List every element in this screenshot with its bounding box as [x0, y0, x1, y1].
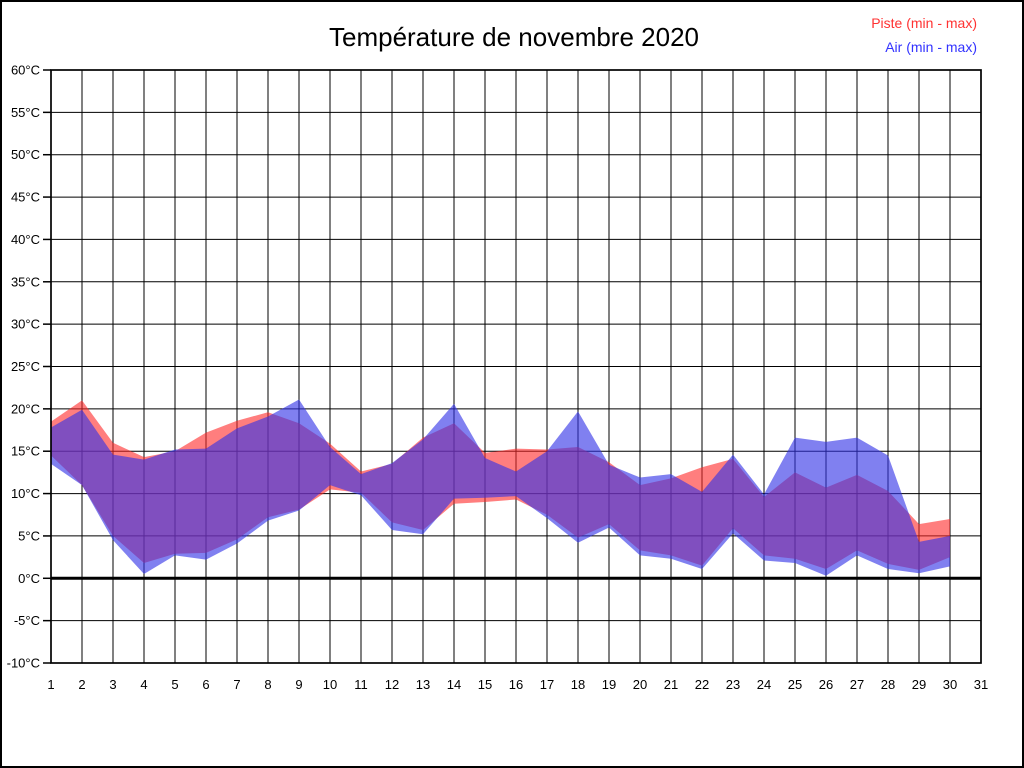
- y-tick-label-40: 40°C: [11, 232, 40, 247]
- legend-air-label: Air (min - max): [885, 39, 977, 55]
- axis-layer: -10°C -5°C 0°C 5°C 10°C 15°C 20°C 25°C 30°C 35°C 4…: [7, 63, 989, 693]
- x-tick-label-10: 10: [323, 677, 337, 692]
- x-tick-label-27: 27: [850, 677, 864, 692]
- x-tick-label-2: 2: [78, 677, 85, 692]
- y-tick-label--10: -10°C: [7, 656, 40, 671]
- band-air: [51, 399, 950, 576]
- x-tick-label-8: 8: [264, 677, 271, 692]
- page-title: Température de novembre 2020: [329, 22, 699, 52]
- x-tick-label-17: 17: [540, 677, 554, 692]
- y-tick-label-30: 30°C: [11, 317, 40, 332]
- y-tick-label-55: 55°C: [11, 105, 40, 120]
- x-tick-label-28: 28: [881, 677, 895, 692]
- x-tick-label-31: 31: [974, 677, 988, 692]
- y-tick-label--5: -5°C: [14, 613, 40, 628]
- x-tick-label-24: 24: [757, 677, 771, 692]
- x-tick-label-1: 1: [47, 677, 54, 692]
- x-tick-label-18: 18: [571, 677, 585, 692]
- x-tick-label-19: 19: [602, 677, 616, 692]
- x-tick-label-22: 22: [695, 677, 709, 692]
- x-tick-label-29: 29: [912, 677, 926, 692]
- x-tick-label-9: 9: [295, 677, 302, 692]
- y-tick-label-25: 25°C: [11, 359, 40, 374]
- band-layer: [51, 399, 950, 576]
- x-tick-label-13: 13: [416, 677, 430, 692]
- y-tick-label-45: 45°C: [11, 190, 40, 205]
- plot-border: [50, 69, 982, 664]
- x-tick-label-7: 7: [233, 677, 240, 692]
- x-tick-label-12: 12: [385, 677, 399, 692]
- x-tick-label-20: 20: [633, 677, 647, 692]
- x-tick-label-30: 30: [943, 677, 957, 692]
- x-tick-label-23: 23: [726, 677, 740, 692]
- x-tick-label-21: 21: [664, 677, 678, 692]
- x-tick-label-6: 6: [202, 677, 209, 692]
- grid-layer: [50, 69, 982, 664]
- y-tick-label-35: 35°C: [11, 274, 40, 289]
- x-tick-label-11: 11: [354, 677, 368, 692]
- y-tick-label-15: 15°C: [11, 444, 40, 459]
- x-tick-label-3: 3: [109, 677, 116, 692]
- y-tick-label-20: 20°C: [11, 401, 40, 416]
- x-tick-label-4: 4: [140, 677, 147, 692]
- y-tick-label-5: 5°C: [18, 528, 40, 543]
- x-tick-label-26: 26: [819, 677, 833, 692]
- y-tick-label-0: 0°C: [18, 571, 40, 586]
- x-tick-label-5: 5: [171, 677, 178, 692]
- y-tick-label-10: 10°C: [11, 486, 40, 501]
- legend-piste-label: Piste (min - max): [871, 15, 977, 31]
- x-tick-label-25: 25: [788, 677, 802, 692]
- y-tick-label-50: 50°C: [11, 147, 40, 162]
- y-tick-label-60: 60°C: [11, 63, 40, 78]
- x-tick-label-15: 15: [478, 677, 492, 692]
- x-tick-label-16: 16: [509, 677, 523, 692]
- x-tick-label-14: 14: [447, 677, 461, 692]
